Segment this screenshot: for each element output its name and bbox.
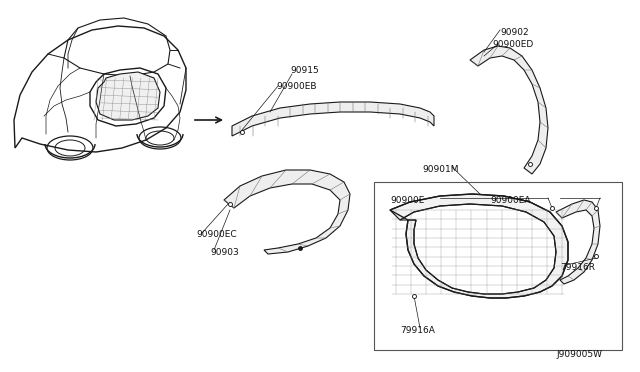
Text: 90902: 90902 [500, 28, 529, 37]
Text: 90915: 90915 [290, 66, 319, 75]
Polygon shape [96, 72, 160, 120]
Text: 90900E: 90900E [390, 196, 424, 205]
Text: 90901M: 90901M [422, 165, 458, 174]
Text: 90903: 90903 [210, 248, 239, 257]
Text: 90900EA: 90900EA [490, 196, 531, 205]
Polygon shape [232, 102, 434, 136]
Bar [374, 182, 622, 350]
Text: J909005W: J909005W [556, 350, 602, 359]
Text: 79916A: 79916A [400, 326, 435, 335]
Text: 90900ED: 90900ED [492, 40, 533, 49]
Polygon shape [224, 170, 350, 254]
Polygon shape [556, 200, 600, 284]
Text: 79916R: 79916R [560, 263, 595, 272]
Polygon shape [390, 194, 568, 298]
Polygon shape [470, 46, 548, 174]
Text: 90900EC: 90900EC [196, 230, 237, 239]
Text: 90900EB: 90900EB [276, 82, 317, 91]
